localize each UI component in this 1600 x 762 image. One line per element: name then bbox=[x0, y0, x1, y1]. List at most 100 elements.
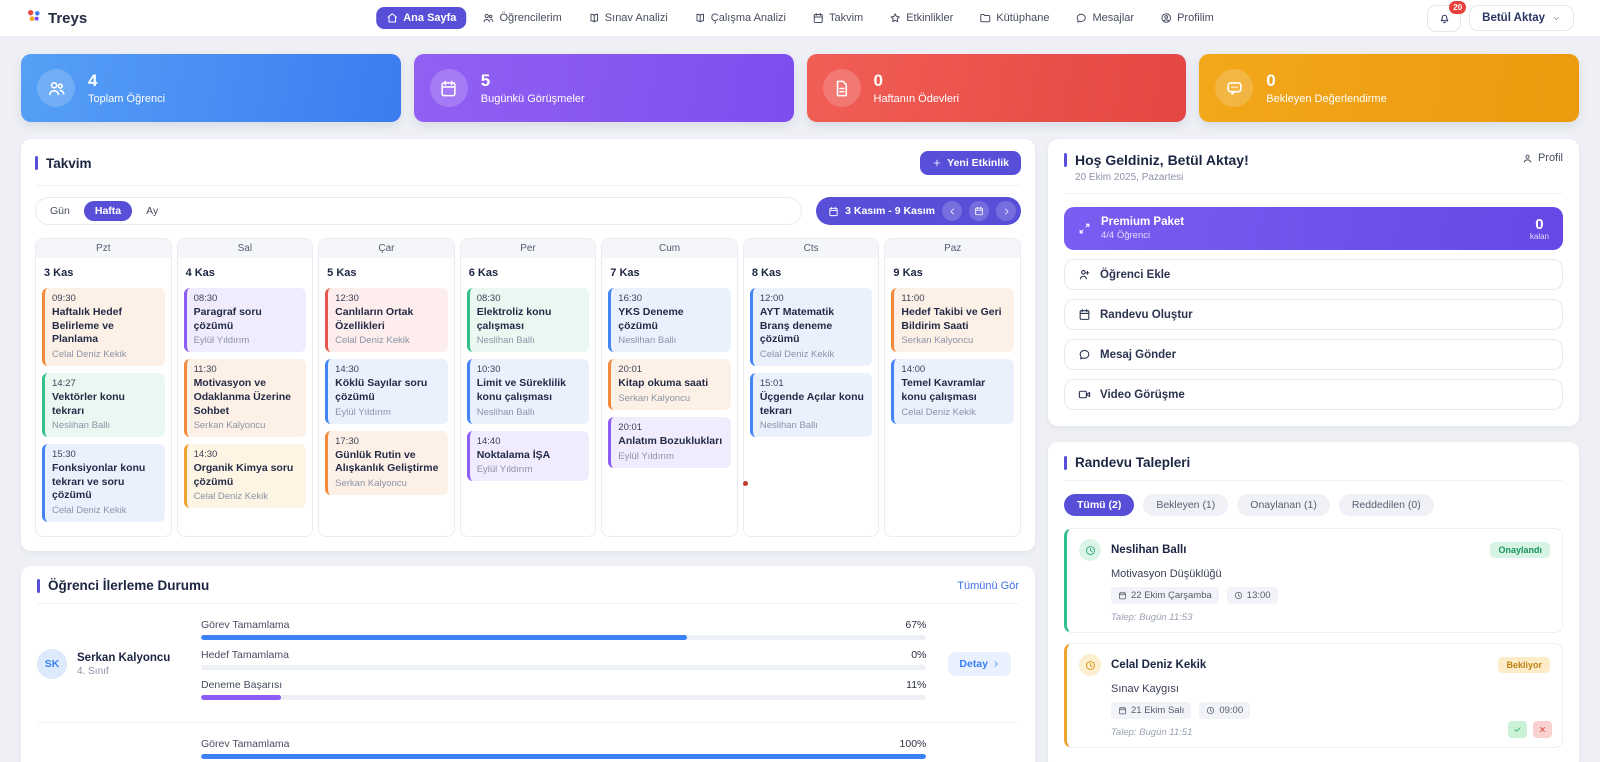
calendar-event[interactable]: 08:30 Elektroliz konu çalışması Neslihan… bbox=[466, 288, 590, 353]
nav-item-0[interactable]: Ana Sayfa bbox=[376, 7, 467, 29]
notifications-button[interactable]: 20 bbox=[1427, 0, 1467, 32]
calendar-event[interactable]: 16:30 YKS Deneme çözümü Neslihan Ballı bbox=[608, 288, 731, 353]
calendar-event[interactable]: 11:30 Motivasyon ve Odaklanma Üzerine So… bbox=[183, 359, 307, 438]
premium-remaining-value: 0 bbox=[1535, 215, 1544, 233]
stat-card-0[interactable]: 4 Toplam Öğrenci bbox=[21, 54, 401, 122]
user-menu-button[interactable]: Betül Aktay bbox=[1469, 5, 1574, 31]
approve-button[interactable] bbox=[1508, 721, 1527, 738]
next-week-button[interactable] bbox=[996, 201, 1016, 221]
calendar-event[interactable]: 08:30 Paragraf soru çözümü Eylül Yıldırı… bbox=[183, 288, 307, 353]
view-toggle-hafta[interactable]: Hafta bbox=[83, 201, 133, 221]
stat-value: 0 bbox=[873, 70, 883, 90]
stat-card-1[interactable]: 5 Bugünkü Görüşmeler bbox=[413, 54, 794, 122]
day-date: 8 Kas bbox=[751, 267, 782, 279]
week-grid: Pzt 3 Kas 09:30 Haftalık Hedef Belirleme… bbox=[35, 238, 1021, 538]
red-dot-marker bbox=[742, 481, 748, 486]
detail-button[interactable]: Detay bbox=[948, 652, 1011, 677]
calendar-event[interactable]: 14:27 Vektörler konu tekrarı Neslihan Ba… bbox=[42, 372, 165, 438]
premium-subtitle: 4/4 Öğrenci bbox=[1101, 230, 1151, 241]
nav-item-1[interactable]: Öğrencilerim bbox=[472, 7, 571, 29]
progress-track bbox=[201, 754, 927, 760]
prev-week-button[interactable] bbox=[942, 201, 962, 221]
stat-label: Bekleyen Değerlendirme bbox=[1266, 93, 1387, 106]
star-icon bbox=[890, 13, 900, 23]
new-event-button[interactable]: Yeni Etkinlik bbox=[920, 151, 1021, 175]
day-date: 6 Kas bbox=[468, 267, 499, 279]
expand-icon bbox=[1078, 222, 1091, 235]
calendar-event[interactable]: 20:01 Anlatım Bozuklukları Eylül Yıldırı… bbox=[608, 416, 731, 468]
calendar-icon bbox=[1119, 591, 1126, 600]
calendar-event[interactable]: 10:30 Limit ve Süreklilik konu çalışması… bbox=[466, 359, 590, 424]
profile-link[interactable]: Profil bbox=[1522, 152, 1563, 164]
user-circle-icon bbox=[1161, 13, 1171, 23]
request-student-name: Celal Deniz Kekik bbox=[1111, 659, 1207, 671]
progress-track bbox=[201, 695, 927, 701]
calendar-event[interactable]: 12:00 AYT Matematik Branş deneme çözümü … bbox=[749, 288, 873, 366]
stat-label: Haftanın Ödevleri bbox=[873, 93, 960, 106]
calendar-event[interactable]: 20:01 Kitap okuma saati Serkan Kalyoncu bbox=[608, 359, 731, 410]
check-icon bbox=[1514, 727, 1521, 732]
request-created-at: Talep: Bugün 11:51 bbox=[1111, 727, 1193, 738]
stat-cards-row: 4 Toplam Öğrenci 5 Bugünkü Görüşmeler 0 … bbox=[0, 54, 1600, 122]
request-topic: Motivasyon Düşüklüğü bbox=[1111, 568, 1222, 580]
nav-item-5[interactable]: Etkinlikler bbox=[879, 7, 963, 29]
quick-action-2[interactable]: Mesaj Gönder bbox=[1064, 339, 1563, 370]
quick-action-0[interactable]: Öğrenci Ekle bbox=[1064, 259, 1563, 290]
day-column-paz: Paz 9 Kas 11:00 Hedef Takibi ve Geri Bil… bbox=[884, 238, 1021, 538]
calendar-event[interactable]: 14:00 Temel Kavramlar konu çalışması Cel… bbox=[891, 359, 1014, 424]
document-icon bbox=[836, 80, 848, 96]
request-tab-3[interactable]: Reddedilen (0) bbox=[1338, 494, 1434, 516]
calendar-event[interactable]: 15:30 Fonksiyonlar konu tekrarı ve soru … bbox=[42, 444, 165, 523]
calendar-event[interactable]: 14:40 Noktalama İŞA Eylül Yıldırım bbox=[466, 430, 590, 482]
today-button[interactable] bbox=[969, 201, 989, 221]
requests-title: Randevu Talepleri bbox=[1064, 455, 1190, 470]
request-topic: Sınav Kaygısı bbox=[1111, 683, 1179, 695]
calendar-icon bbox=[1079, 309, 1090, 320]
calendar-event[interactable]: 09:30 Haftalık Hedef Belirleme ve Planla… bbox=[42, 288, 165, 366]
stat-label: Toplam Öğrenci bbox=[88, 93, 166, 106]
nav-item-2[interactable]: Sınav Analizi bbox=[578, 7, 678, 29]
day-name: Cts bbox=[743, 239, 879, 258]
nav-item-7[interactable]: Mesajlar bbox=[1066, 7, 1145, 29]
day-name: Pzt bbox=[36, 239, 171, 258]
brand[interactable]: Treys bbox=[26, 8, 87, 28]
nav-item-4[interactable]: Takvim bbox=[802, 7, 873, 29]
section-accent-bar bbox=[37, 578, 40, 593]
premium-plan-banner[interactable]: Premium Paket 4/4 Öğrenci 0 kalan bbox=[1064, 207, 1563, 250]
stat-card-3[interactable]: 0 Bekleyen Değerlendirme bbox=[1199, 54, 1579, 122]
calendar-event[interactable]: 14:30 Köklü Sayılar soru çözümü Eylül Yı… bbox=[325, 359, 448, 424]
quick-action-3[interactable]: Video Görüşme bbox=[1064, 379, 1563, 410]
calendar-event[interactable]: 17:30 Günlük Rutin ve Alışkanlık Gelişti… bbox=[325, 430, 448, 495]
request-tab-1[interactable]: Bekleyen (1) bbox=[1143, 494, 1229, 516]
calendar-event[interactable]: 12:30 Canlıların Ortak Özellikleri Celal… bbox=[325, 288, 448, 353]
nav-item-8[interactable]: Profilim bbox=[1150, 7, 1224, 29]
stat-card-2[interactable]: 0 Haftanın Ödevleri bbox=[806, 54, 1187, 122]
day-name: Per bbox=[460, 239, 596, 258]
clock-icon bbox=[1085, 545, 1095, 555]
welcome-card: Hoş Geldiniz, Betül Aktay! 20 Ekim 2025,… bbox=[1048, 139, 1579, 426]
metric-percent: 67% bbox=[905, 619, 927, 632]
progress-row: SK Serkan Kalyoncu 4. Sınıf Görev Tamaml… bbox=[37, 604, 1019, 722]
metric-label: Görev Tamamlama bbox=[201, 738, 290, 751]
chat-icon bbox=[1079, 349, 1090, 360]
progress-see-all-link[interactable]: Tümünü Gör bbox=[957, 579, 1019, 592]
home-icon bbox=[387, 13, 397, 23]
calendar-event[interactable]: 15:01 Üçgende Açılar konu tekrarı Neslih… bbox=[749, 372, 873, 438]
calendar-icon bbox=[828, 206, 839, 217]
notification-badge: 20 bbox=[1449, 0, 1467, 14]
nav-item-3[interactable]: Çalışma Analizi bbox=[684, 7, 796, 29]
request-tab-0[interactable]: Tümü (2) bbox=[1064, 494, 1135, 516]
day-column-pzt: Pzt 3 Kas 09:30 Haftalık Hedef Belirleme… bbox=[35, 238, 172, 538]
calendar-icon bbox=[441, 80, 456, 96]
quick-action-1[interactable]: Randevu Oluştur bbox=[1064, 299, 1563, 330]
nav-item-6[interactable]: Kütüphane bbox=[969, 7, 1059, 29]
view-toggle-ay[interactable]: Ay bbox=[135, 201, 169, 221]
status-badge: Onaylandı bbox=[1490, 542, 1550, 558]
clock-icon bbox=[1085, 660, 1095, 670]
request-tab-2[interactable]: Onaylanan (1) bbox=[1237, 494, 1330, 516]
calendar-event[interactable]: 14:30 Organik Kimya soru çözümü Celal De… bbox=[183, 444, 307, 509]
chat-icon bbox=[1077, 13, 1087, 23]
calendar-event[interactable]: 11:00 Hedef Takibi ve Geri Bildirim Saat… bbox=[891, 288, 1014, 353]
reject-button[interactable] bbox=[1533, 721, 1552, 738]
view-toggle-gün[interactable]: Gün bbox=[39, 201, 81, 221]
